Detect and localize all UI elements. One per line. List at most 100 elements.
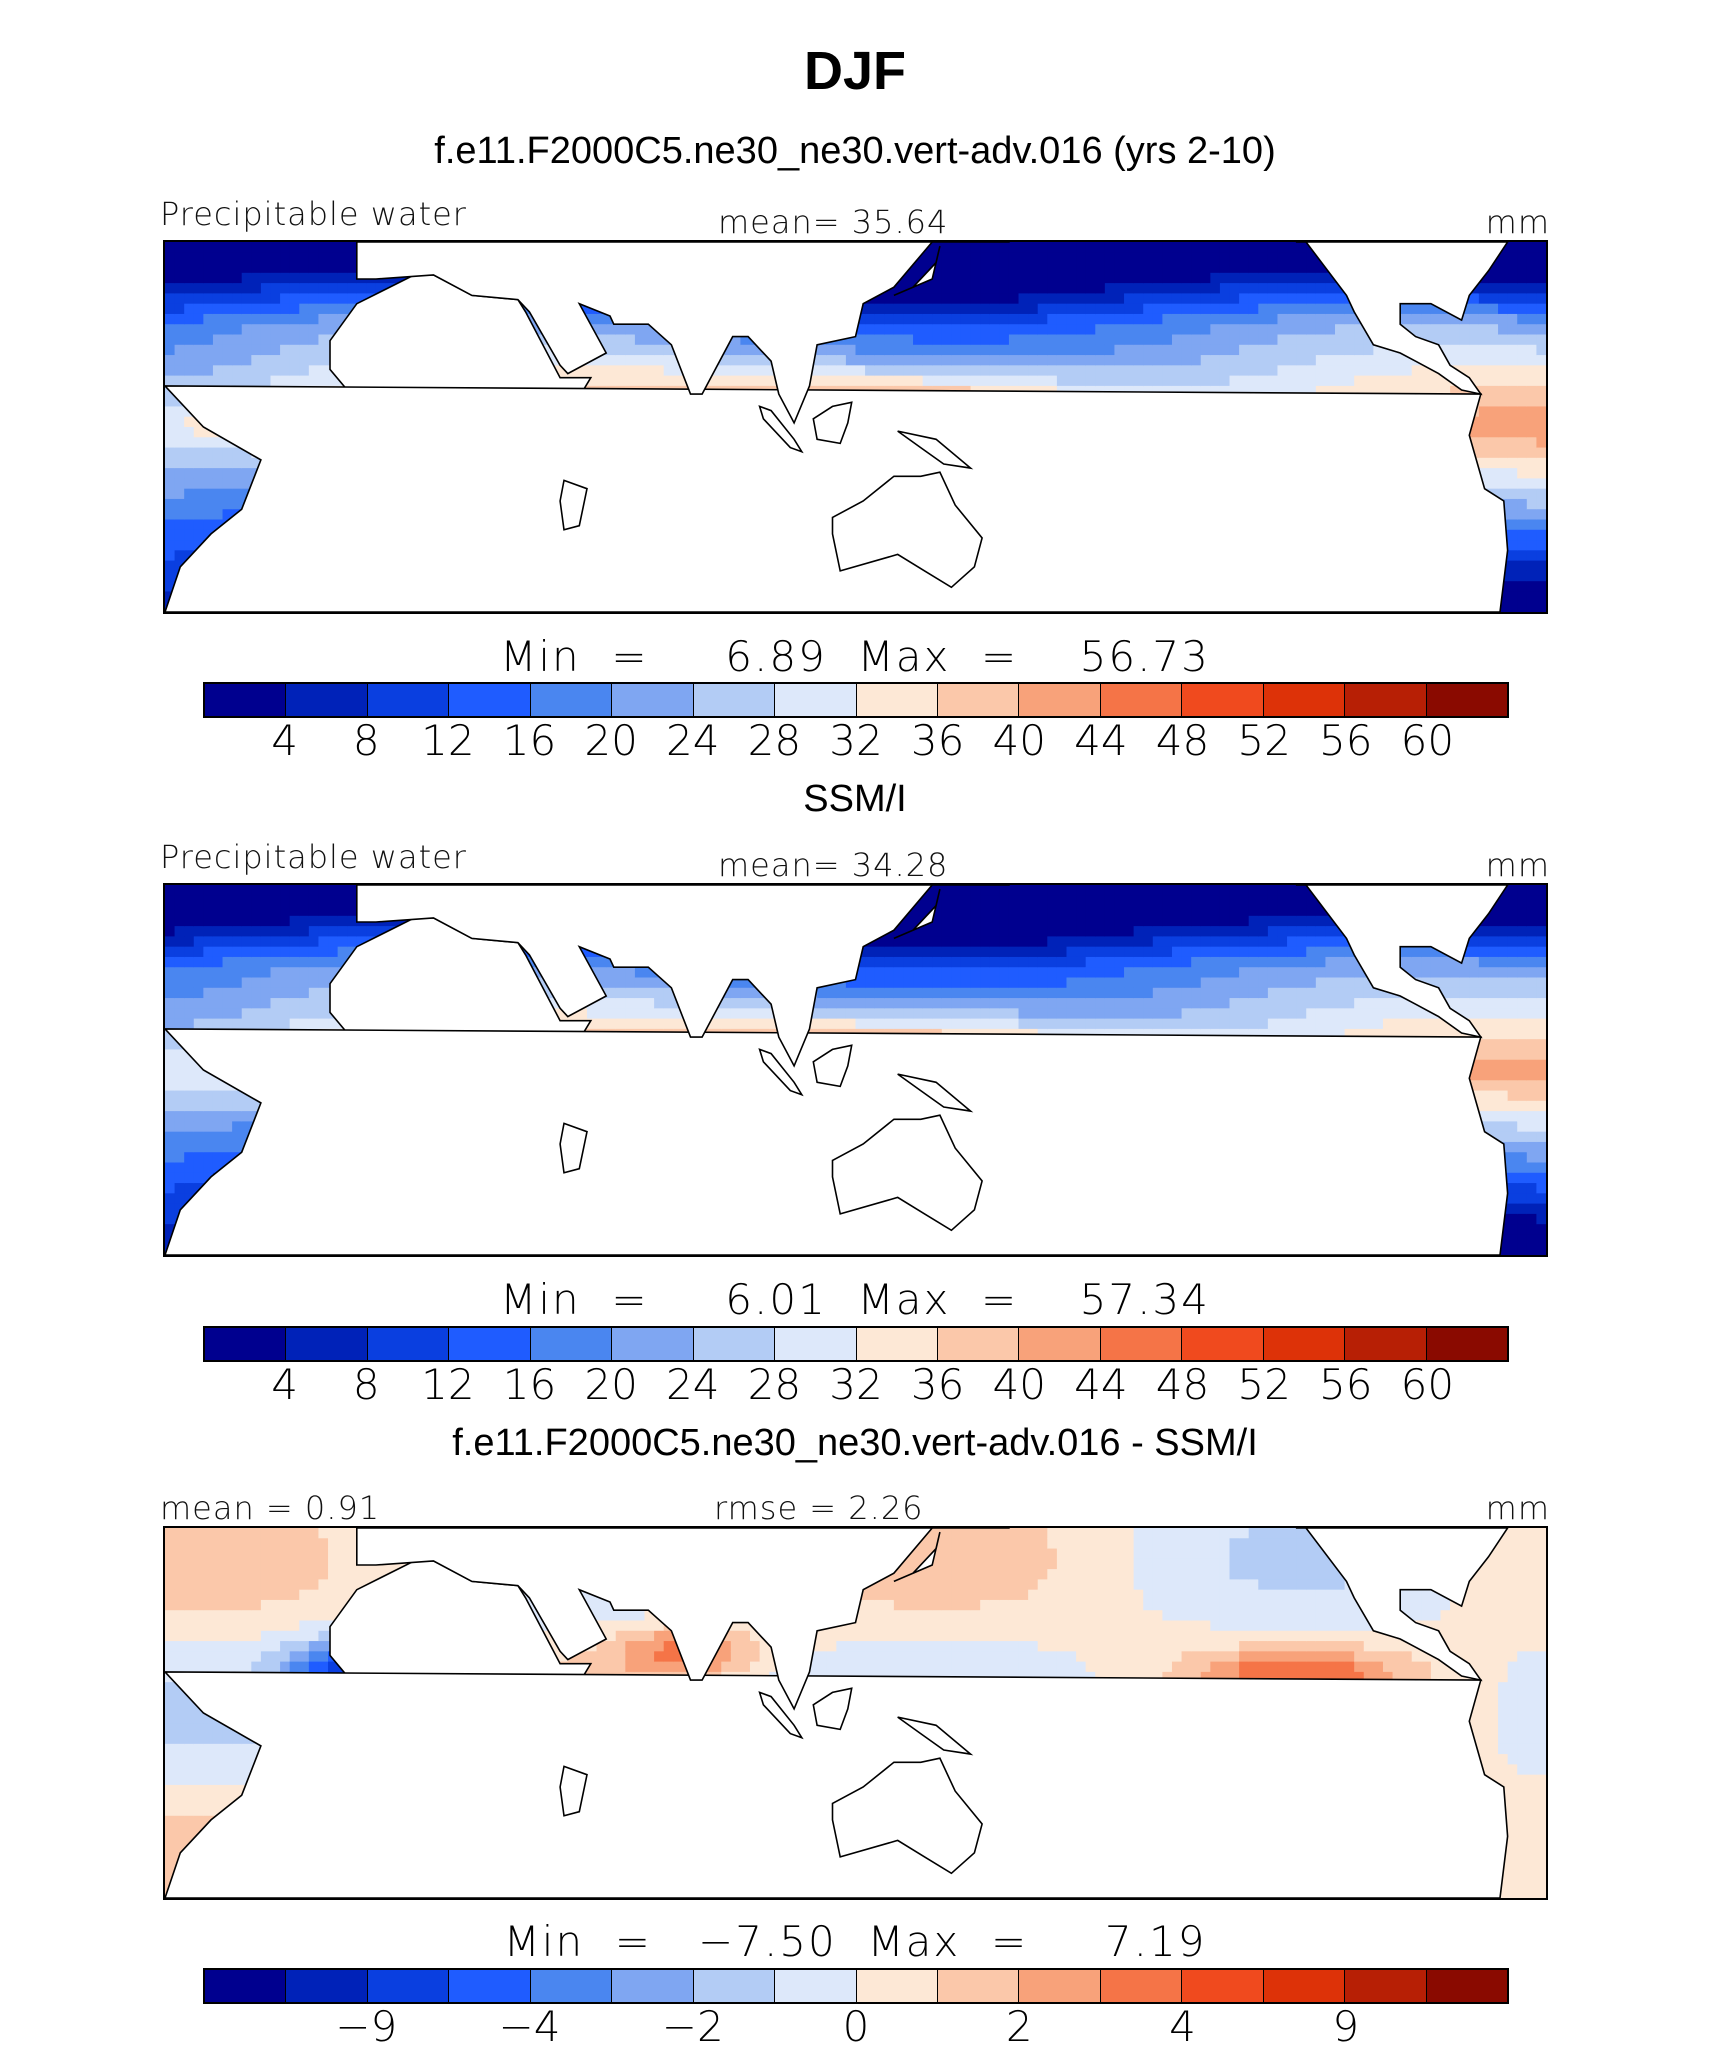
panel-2-minmax: Min = 6.01 Max = 57.34 [500, 1275, 1210, 1324]
colorbar-tick-label: 4 [271, 1360, 298, 1409]
continent-outline [758, 1691, 804, 1740]
colorbar-box [1019, 1970, 1101, 2002]
continent-outline [758, 405, 804, 454]
colorbar-box [1100, 684, 1183, 716]
colorbar-box [530, 684, 613, 716]
colorbar-box [367, 1328, 450, 1360]
continent-outline [1295, 885, 1509, 1039]
colorbar-tick-label: 12 [421, 1360, 475, 1409]
panel-3-colorbar-labels: −9 −4 −2 0 2 4 9 [203, 2002, 1509, 2052]
colorbar-tick-label: 48 [1155, 716, 1210, 765]
continent-outline [812, 401, 853, 445]
colorbar-box [286, 1970, 368, 2002]
colorbar-tick-label: 40 [992, 1360, 1046, 1409]
colorbar-tick-label: 28 [747, 716, 802, 765]
colorbar-tick-label: 36 [910, 1360, 965, 1409]
panel-3-title: f.e11.F2000C5.ne30_ne30.vert-adv.016 - S… [452, 1422, 1258, 1464]
colorbar-box [1019, 1328, 1101, 1360]
colorbar-tick-label: 44 [1074, 1360, 1128, 1409]
panel-2-units-label: mm [1485, 846, 1550, 884]
colorbar-box [612, 684, 694, 716]
colorbar-tick-label: 56 [1319, 716, 1373, 765]
colorbar-tick-label: 32 [829, 1360, 883, 1409]
colorbar-tick-label: 4 [271, 716, 298, 765]
colorbar-tick-label: 48 [1155, 1360, 1210, 1409]
colorbar-box [1100, 1970, 1183, 2002]
colorbar-box [693, 684, 776, 716]
colorbar-tick-label: 20 [584, 716, 638, 765]
colorbar-box [937, 1328, 1020, 1360]
panel-2-title: SSM/I [803, 778, 907, 820]
colorbar-tick-label: 12 [421, 716, 475, 765]
colorbar-box [1345, 684, 1427, 716]
continent-outline [893, 1531, 941, 1583]
colorbar-box [205, 684, 287, 716]
panel-2-colorbar-labels: 4 8 12 16 20 24 28 32 36 40 44 48 52 56 60 [203, 1360, 1509, 1410]
continent-outline [897, 1073, 974, 1113]
colorbar-box [205, 1328, 287, 1360]
colorbar-box [1019, 684, 1101, 716]
figure-title: DJF [803, 41, 906, 101]
colorbar-tick-label: 24 [666, 716, 720, 765]
colorbar-tick-label: 8 [352, 1360, 380, 1409]
colorbar-tick-label: 40 [992, 716, 1046, 765]
panel-1-variable-label: Precipitable water [160, 195, 467, 233]
continent-outline [812, 1044, 853, 1088]
panel-2-colorbar [203, 1326, 1509, 1362]
continent-outline [356, 885, 1010, 1068]
continent-outline [812, 1687, 853, 1731]
continent-outline [897, 430, 974, 470]
continent-outline [559, 479, 588, 531]
colorbar-box [775, 1970, 857, 2002]
colorbar-box [775, 684, 857, 716]
colorbar-box [1345, 1970, 1427, 2002]
colorbar-box [1100, 1328, 1183, 1360]
panel-1-mean-label: mean= 35.64 [718, 203, 949, 241]
colorbar-box [1263, 1970, 1346, 2002]
colorbar-tick-label: 16 [502, 716, 557, 765]
colorbar-box [449, 1970, 531, 2002]
colorbar-tick-label: 60 [1400, 1360, 1455, 1409]
colorbar-box [530, 1328, 613, 1360]
colorbar-tick-label: 9 [1332, 2002, 1360, 2051]
colorbar-box [1426, 1970, 1507, 2002]
continent-outline [897, 1716, 974, 1756]
continent-outline [165, 1028, 1509, 1255]
colorbar-tick-label: 36 [910, 716, 965, 765]
colorbar-box [449, 684, 531, 716]
colorbar-box [286, 1328, 368, 1360]
colorbar-tick-label: 2 [1005, 2002, 1033, 2051]
continent-outline [831, 1114, 983, 1232]
continent-outline [893, 245, 941, 297]
colorbar-box [1182, 1328, 1264, 1360]
colorbar-box [530, 1970, 613, 2002]
continent-outline [893, 888, 941, 940]
continent-outline [559, 1765, 588, 1817]
colorbar-box [937, 684, 1020, 716]
panel-3-minmax: Min = −7.50 Max = 7.19 [503, 1917, 1207, 1966]
colorbar-box [775, 1328, 857, 1360]
colorbar-tick-label: −2 [661, 2002, 724, 2051]
panel-1-colorbar [203, 682, 1509, 718]
colorbar-tick-label: 44 [1074, 716, 1128, 765]
colorbar-tick-label: 60 [1400, 716, 1455, 765]
colorbar-box [856, 1970, 938, 2002]
continent-outline [356, 242, 1010, 425]
panel-2-variable-label: Precipitable water [160, 838, 467, 876]
colorbar-box [367, 684, 450, 716]
colorbar-tick-label: −9 [335, 2002, 398, 2051]
colorbar-box [1182, 684, 1264, 716]
panel-1-minmax: Min = 6.89 Max = 56.73 [500, 632, 1210, 681]
continent-outline [831, 1757, 983, 1875]
colorbar-box [612, 1970, 694, 2002]
colorbar-box [1426, 684, 1507, 716]
colorbar-box [1263, 1328, 1346, 1360]
colorbar-box [856, 684, 938, 716]
colorbar-box [693, 1970, 776, 2002]
continent-outline [356, 1528, 1010, 1711]
colorbar-box [612, 1328, 694, 1360]
colorbar-tick-label: 32 [829, 716, 883, 765]
colorbar-box [1263, 684, 1346, 716]
continent-outline [165, 385, 1509, 612]
colorbar-tick-label: 52 [1237, 1360, 1291, 1409]
